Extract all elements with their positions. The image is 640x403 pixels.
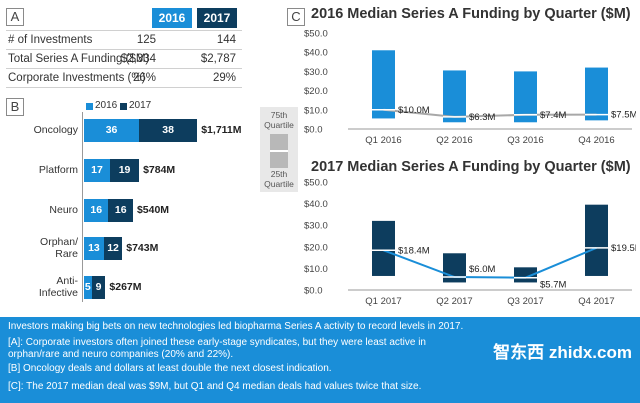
- chart-2016-svg: $0.0 $10.0 $20.0 $30.0 $40.0 $50.0 Q1 2016 Q2 2…: [304, 29, 636, 147]
- chart-2016-title: 2016 Median Series A Funding by Quarter …: [311, 6, 631, 22]
- bar-total-label: $743M: [126, 242, 159, 254]
- x-tick-label: Q3 2016: [507, 135, 543, 146]
- panel-b-label: B: [6, 98, 24, 116]
- row-value-2016: $2,334: [120, 53, 156, 65]
- chart-2017-title: 2017 Median Series A Funding by Quarter …: [311, 159, 631, 175]
- median-label: $5.7M: [540, 280, 566, 291]
- bar-2016: 5: [84, 276, 92, 299]
- footer-line-3: [B] Oncology deals and dollars at least …: [8, 363, 332, 374]
- y-tick-label: $0.0: [304, 125, 323, 136]
- category-label: Anti- Infective: [38, 275, 78, 299]
- quartile-bar: [372, 50, 395, 119]
- median-label: $7.4M: [540, 110, 566, 121]
- y-tick-label: $30.0: [304, 67, 328, 78]
- row-value-2017: 144: [216, 34, 236, 46]
- y-tick-label: $30.0: [304, 221, 328, 232]
- panel-a-label: A: [6, 8, 24, 26]
- median-label: $6.0M: [469, 264, 495, 275]
- bar-2016: 13: [84, 237, 104, 260]
- bar-total-label: $784M: [143, 164, 176, 176]
- quartile-bar: [585, 67, 608, 121]
- y-tick-label: $10.0: [304, 264, 328, 275]
- median-label: $19.5M: [611, 243, 636, 254]
- y-tick-label: $40.0: [304, 48, 328, 59]
- table-header-2017: 2017: [197, 8, 237, 28]
- bar-2016: 16: [84, 199, 109, 222]
- median-line: [383, 108, 597, 118]
- quartile-legend-top: 75th Quartile: [264, 110, 294, 130]
- bar-total-label: $267M: [109, 281, 142, 293]
- bar-2017: 9: [91, 276, 106, 299]
- legend-swatch-2017: [120, 103, 127, 110]
- quartile-bar: [443, 70, 466, 123]
- quartile-legend-median: [270, 150, 288, 152]
- table-row: # of Investments 125 144: [6, 31, 242, 50]
- table-row: Corporate Investments (%) 26% 29%: [6, 69, 242, 88]
- y-tick-label: $0.0: [304, 286, 323, 297]
- footer-line-1: Investors making big bets on new technol…: [8, 321, 464, 332]
- legend-swatch-2016: [86, 103, 93, 110]
- x-tick-label: Q2 2016: [436, 135, 472, 146]
- median-label: $7.5M: [611, 110, 636, 121]
- bar-2017: 38: [139, 119, 198, 142]
- panel-c-label: C: [287, 8, 305, 26]
- median-label: $6.3M: [469, 112, 495, 123]
- row-name: Total Series A Funding ($M): [8, 53, 150, 65]
- quartile-bar: [514, 71, 537, 123]
- x-tick-label: Q4 2016: [578, 135, 614, 146]
- row-value-2017: $2,787: [200, 53, 236, 65]
- row-value-2016: 125: [136, 34, 156, 46]
- category-label: Platform: [38, 164, 78, 176]
- x-tick-label: Q1 2017: [365, 296, 401, 307]
- category-label: Neuro: [49, 204, 78, 216]
- quartile-bar: [372, 220, 395, 276]
- y-tick-label: $10.0: [304, 105, 328, 116]
- quartile-legend-bottom: 25th Quartile: [264, 169, 294, 189]
- bar-total-label: $540M: [136, 204, 170, 216]
- legend-label-2017: 2017: [129, 100, 152, 111]
- y-tick-label: $50.0: [304, 29, 328, 40]
- row-name: # of Investments: [8, 34, 93, 46]
- bar-axis-line: [82, 112, 83, 302]
- median-label: $10.0M: [398, 105, 430, 116]
- quartile-bar: [585, 204, 608, 276]
- chart-2017-svg: $0.0 $10.0 $20.0 $30.0 $40.0 $50.0 Q1 2017 Q2 2…: [304, 178, 636, 308]
- y-tick-label: $20.0: [304, 86, 328, 97]
- bar-2017: 12: [103, 237, 123, 260]
- x-tick-label: Q1 2016: [365, 135, 401, 146]
- row-name: Corporate Investments (%): [8, 72, 146, 84]
- row-value-2017: 29%: [212, 72, 236, 84]
- bar-2016: 17: [84, 159, 110, 182]
- table-row: Total Series A Funding ($M) $2,334 $2,78…: [6, 50, 242, 69]
- median-line: [383, 246, 597, 279]
- category-label: Orphan/Rare: [40, 236, 78, 260]
- x-tick-label: Q3 2017: [507, 296, 543, 307]
- x-tick-label: Q4 2017: [578, 296, 614, 307]
- footer-line-2: [A]: Corporate investors often joined th…: [8, 337, 426, 360]
- x-tick-label: Q2 2017: [436, 296, 472, 307]
- bar-2017: 19: [110, 159, 140, 182]
- bar-total-label: $1,711M: [201, 124, 242, 136]
- legend-label-2016: 2016: [95, 100, 118, 111]
- y-tick-label: $40.0: [304, 199, 328, 210]
- category-label: Oncology: [33, 124, 78, 136]
- y-tick-label: $50.0: [304, 178, 328, 189]
- bar-2016: 36: [84, 119, 140, 142]
- y-tick-label: $20.0: [304, 242, 328, 253]
- row-value-2016: 26%: [132, 72, 156, 84]
- quartile-bar: [514, 267, 537, 283]
- footer-panel: Investors making big bets on new technol…: [0, 317, 640, 403]
- median-label: $18.4M: [398, 245, 430, 256]
- watermark-logo: 智东西 zhidx.com: [493, 343, 632, 362]
- bar-2017: 16: [108, 199, 133, 222]
- table-top-rule: [6, 30, 242, 31]
- table-header-2016: 2016: [152, 8, 192, 28]
- footer-line-4: [C]: The 2017 median deal was $9M, but Q…: [8, 381, 422, 392]
